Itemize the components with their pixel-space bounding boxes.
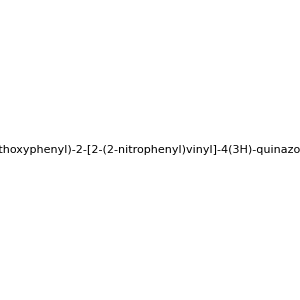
Text: 3-(4-ethoxyphenyl)-2-[2-(2-nitrophenyl)vinyl]-4(3H)-quinazolinone: 3-(4-ethoxyphenyl)-2-[2-(2-nitrophenyl)v…	[0, 145, 300, 155]
